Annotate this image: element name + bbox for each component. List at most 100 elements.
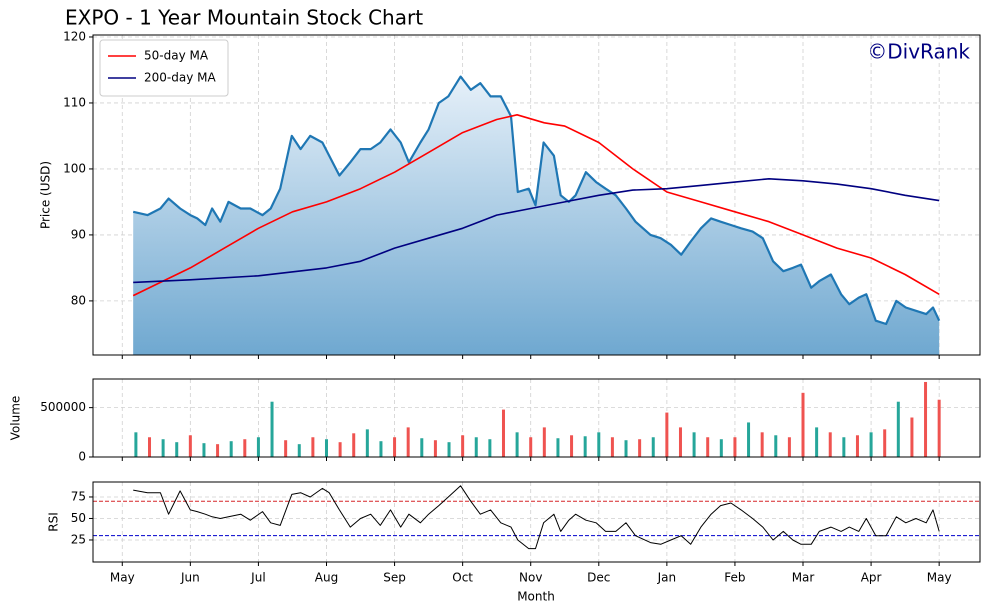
y-axis-label: RSI	[47, 512, 61, 532]
plot-frame	[92, 34, 981, 356]
volume-bar	[706, 437, 710, 457]
y-tick-label: 75	[71, 489, 86, 503]
volume-bar	[202, 443, 206, 457]
volume-bar	[583, 436, 587, 457]
y-axis-label: Volume	[9, 396, 23, 441]
volume-bar	[733, 437, 737, 457]
y-axis-label: Price (USD)	[39, 161, 53, 229]
volume-bar	[352, 433, 356, 457]
volume-bar	[638, 439, 642, 457]
volume-bar	[284, 440, 288, 457]
legend-box	[99, 39, 229, 97]
y-tick-label: 120	[63, 29, 86, 43]
volume-bar	[883, 429, 887, 457]
series-line	[132, 75, 941, 326]
volume-bar	[406, 427, 410, 457]
volume-bar	[815, 427, 819, 457]
volume-bar	[665, 412, 669, 457]
x-tick-label: Sep	[383, 571, 406, 585]
x-tick-label: Apr	[861, 571, 882, 585]
volume-bar	[760, 432, 764, 457]
volume-bar	[243, 439, 247, 457]
volume-bar	[324, 439, 328, 457]
volume-bar	[338, 442, 342, 457]
volume-bar	[474, 437, 478, 457]
volume-bar	[869, 432, 873, 457]
volume-bar	[501, 409, 505, 457]
volume-bar	[529, 437, 533, 457]
volume-bar	[842, 437, 846, 457]
chart-title: EXPO - 1 Year Mountain Stock Chart	[65, 6, 423, 30]
price-area	[133, 76, 940, 355]
volume-bar	[774, 435, 778, 457]
y-tick-label: 80	[71, 293, 86, 307]
volume-bar	[570, 435, 574, 457]
y-tick-label: 50	[71, 511, 86, 525]
volume-bar	[488, 439, 492, 457]
x-tick-label: Feb	[724, 571, 745, 585]
volume-bar	[461, 435, 465, 457]
x-tick-label: Aug	[315, 571, 338, 585]
volume-bar	[297, 444, 301, 457]
volume-bar	[719, 439, 723, 457]
x-tick-label: Oct	[452, 571, 473, 585]
volume-bar	[365, 429, 369, 457]
volume-bar	[747, 422, 751, 457]
legend-label: 200-day MA	[144, 71, 216, 85]
volume-bar	[270, 401, 274, 457]
y-tick-label: 0	[78, 450, 86, 464]
legend-label: 50-day MA	[144, 49, 209, 63]
volume-bar	[692, 432, 696, 457]
volume-bar	[379, 441, 383, 457]
volume-bar	[542, 427, 546, 457]
volume-bar	[610, 437, 614, 457]
x-tick-label: May	[110, 571, 135, 585]
watermark: ©DivRank	[867, 40, 970, 64]
volume-bar	[161, 439, 165, 457]
volume-bar	[937, 399, 941, 457]
volume-bar	[515, 432, 519, 457]
volume-bar	[229, 441, 233, 457]
volume-bar	[420, 438, 424, 457]
volume-bar	[311, 437, 315, 457]
x-tick-label: Jun	[180, 571, 200, 585]
volume-bar	[651, 437, 655, 457]
volume-bar	[556, 438, 560, 457]
volume-bar	[134, 432, 138, 457]
volume-bar	[828, 432, 832, 457]
volume-bar	[447, 442, 451, 457]
y-tick-label: 100	[63, 161, 86, 175]
volume-bar	[175, 442, 179, 457]
x-tick-label: Nov	[519, 571, 542, 585]
volume-bar	[188, 435, 192, 457]
volume-bar	[801, 392, 805, 457]
series-line	[132, 114, 940, 297]
x-tick-label: May	[927, 571, 952, 585]
x-tick-label: Mar	[792, 571, 815, 585]
series-line	[133, 485, 940, 550]
y-tick-label: 25	[71, 532, 86, 546]
volume-bar	[896, 401, 900, 457]
x-tick-label: Dec	[587, 571, 610, 585]
volume-bar	[924, 381, 928, 457]
volume-bar	[148, 437, 152, 457]
volume-bar	[624, 440, 628, 457]
volume-bar	[855, 435, 859, 457]
volume-bar	[393, 437, 397, 457]
volume-bar	[597, 432, 601, 457]
volume-bar	[216, 444, 220, 457]
volume-bar	[433, 440, 437, 457]
plot-frame	[92, 481, 981, 563]
volume-bar	[256, 437, 260, 457]
volume-bar	[910, 417, 914, 457]
x-tick-label: Jan	[657, 571, 677, 585]
x-tick-label: Jul	[250, 571, 265, 585]
x-axis-label: Month	[517, 590, 555, 604]
volume-bar	[787, 437, 791, 457]
series-line	[133, 178, 940, 284]
volume-bar	[678, 427, 682, 457]
y-tick-label: 500000	[40, 400, 86, 414]
y-tick-label: 110	[63, 95, 86, 109]
plot-frame	[92, 378, 981, 458]
